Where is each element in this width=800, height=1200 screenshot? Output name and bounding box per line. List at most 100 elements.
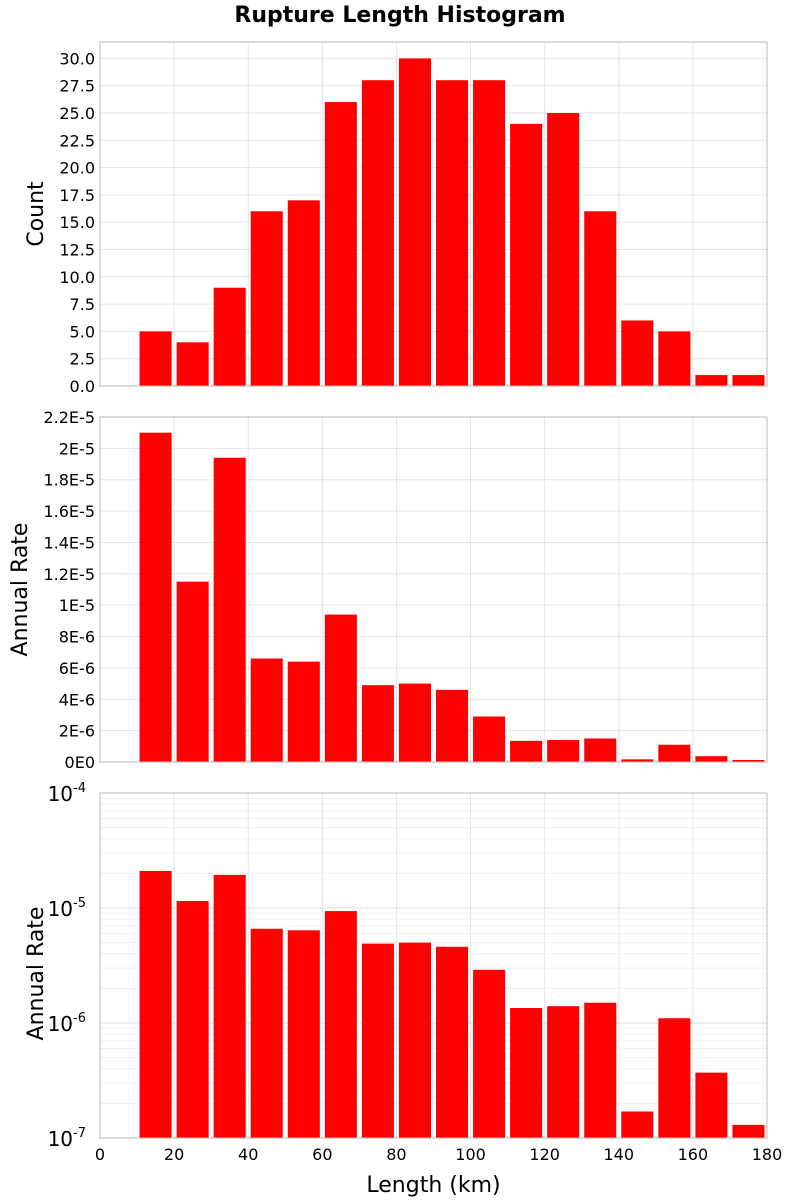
bar [361, 685, 394, 762]
rate-linear-y-tick-labels: 0E0 2E-6 4E-6 6E-6 8E-6 1E-5 1.2E-5 1.4E-5 1.6E-… [43, 408, 95, 772]
x-tick-label: 0 [95, 1145, 105, 1164]
y-tick-base: 10 [48, 897, 73, 921]
y-tick-label: 25.0 [59, 104, 95, 123]
bar [732, 759, 765, 762]
x-tick-label: 100 [455, 1145, 486, 1164]
rate-linear-y-axis-label: Annual Rate [8, 523, 33, 657]
bar [287, 930, 320, 1138]
y-tick-label: 10-7 [48, 1126, 86, 1151]
y-tick-label: 10-4 [48, 781, 86, 806]
x-tick-label: 140 [604, 1145, 635, 1164]
bar [658, 744, 691, 762]
y-tick-label: 27.5 [59, 77, 95, 96]
bar [139, 432, 172, 762]
bar [287, 661, 320, 762]
bar [621, 320, 654, 386]
y-tick-label: 1.8E-5 [43, 471, 95, 490]
bar [176, 581, 209, 762]
y-tick-label: 5.0 [70, 322, 95, 341]
rate-log-y-tick-labels: 10-710-610-510-4 [48, 781, 86, 1151]
bar [139, 870, 172, 1138]
y-tick-label: 2E-6 [59, 722, 95, 741]
y-tick-label: 4E-6 [59, 690, 95, 709]
rate-log-plot-frame [99, 792, 768, 1139]
rate-linear-grid [100, 417, 767, 762]
x-tick-label: 40 [238, 1145, 258, 1164]
chart-title: Rupture Length Histogram [234, 3, 565, 28]
y-tick-base: 10 [48, 1127, 73, 1151]
y-tick-label: 0E0 [65, 753, 95, 772]
bar [436, 689, 469, 762]
y-tick-label: 1.6E-5 [43, 502, 95, 521]
y-tick-label: 2E-5 [59, 439, 95, 458]
y-tick-label: 12.5 [59, 240, 95, 259]
x-tick-label: 120 [529, 1145, 560, 1164]
count-panel: 0.0 2.5 5.0 7.5 10.0 12.5 15.0 17.5 20.0 22.5 25.0… [24, 41, 768, 396]
bar [658, 1018, 691, 1138]
bar [287, 200, 320, 386]
rate-log-bars [139, 870, 765, 1138]
bar [473, 80, 506, 386]
y-tick-label: 17.5 [59, 186, 95, 205]
y-tick-exponent: -6 [73, 1011, 86, 1026]
plot-background [100, 42, 767, 386]
y-tick-label: 1.4E-5 [43, 533, 95, 552]
bar [510, 1008, 543, 1138]
bar [584, 738, 617, 762]
count-y-axis-label: Count [24, 181, 49, 247]
bar [695, 756, 728, 762]
bar [473, 716, 506, 762]
bar [250, 658, 283, 762]
rate-linear-panel: 0E0 2E-6 4E-6 6E-6 8E-6 1E-5 1.2E-5 1.4E-5 1.6E-… [8, 408, 768, 772]
bar [621, 759, 654, 762]
bar [732, 1124, 765, 1138]
bar [176, 901, 209, 1138]
y-tick-label: 2.5 [70, 350, 95, 369]
bar [213, 874, 246, 1138]
bar [250, 928, 283, 1138]
bar [324, 102, 357, 387]
bar [361, 943, 394, 1138]
count-grid [100, 42, 767, 386]
y-tick-label: 10-6 [48, 1011, 86, 1036]
bar [621, 1111, 654, 1138]
y-tick-label: 7.5 [70, 295, 95, 314]
y-tick-label: 10.0 [59, 268, 95, 287]
rate-log-y-axis-label: Annual Rate [24, 907, 49, 1041]
bar [658, 331, 691, 386]
bar [213, 457, 246, 762]
rate-log-grid [100, 793, 767, 1138]
bar [176, 342, 209, 386]
x-tick-label: 160 [678, 1145, 709, 1164]
bar [398, 58, 431, 386]
y-tick-label: 20.0 [59, 159, 95, 178]
plot-background [100, 417, 767, 762]
count-y-tick-labels: 0.0 2.5 5.0 7.5 10.0 12.5 15.0 17.5 20.0 22.5 25.0… [59, 49, 95, 396]
y-tick-exponent: -4 [73, 781, 86, 796]
bar [436, 946, 469, 1138]
y-tick-label: 10-5 [48, 896, 86, 921]
bar [510, 123, 543, 387]
bar [732, 375, 765, 386]
bar [213, 287, 246, 386]
rate-linear-bars [139, 432, 765, 762]
bar [695, 1072, 728, 1138]
bar [547, 740, 580, 762]
plot-background [100, 793, 767, 1138]
count-plot-frame [99, 41, 768, 387]
x-axis-label: Length (km) [366, 1173, 500, 1198]
bar [510, 740, 543, 762]
y-tick-base: 10 [48, 1012, 73, 1036]
bar [324, 911, 357, 1138]
y-tick-base: 10 [48, 782, 73, 806]
bar [436, 80, 469, 386]
y-tick-label: 15.0 [59, 213, 95, 232]
x-tick-label: 180 [752, 1145, 783, 1164]
y-tick-label: 6E-6 [59, 659, 95, 678]
y-tick-label: 0.0 [70, 377, 95, 396]
bar [250, 211, 283, 386]
y-tick-exponent: -7 [73, 1126, 86, 1141]
bar [324, 614, 357, 762]
bar [695, 375, 728, 386]
